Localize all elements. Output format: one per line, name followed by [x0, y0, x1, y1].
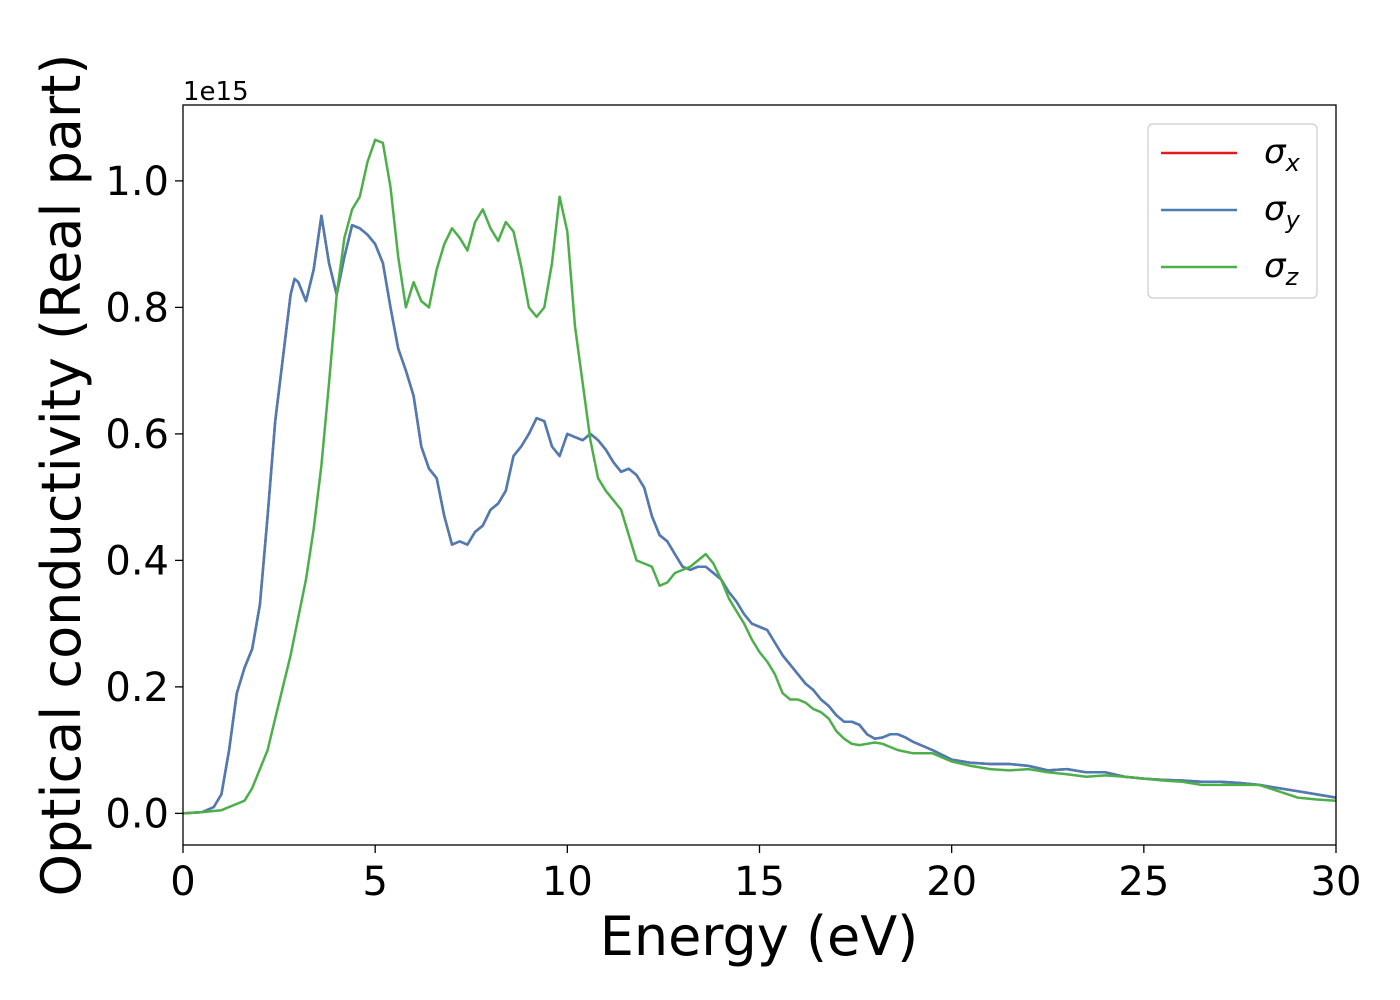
y-tick-label: 0.8: [105, 285, 169, 331]
y-axis-ticks: 0.0 0.2 0.4 0.6 0.8 1.0: [105, 159, 183, 837]
x-tick-label: 25: [1118, 859, 1169, 905]
x-tick-label: 10: [542, 859, 593, 905]
x-tick-label: 30: [1311, 859, 1362, 905]
series-layer: [182, 138, 1337, 815]
x-tick-label: 15: [734, 859, 785, 905]
x-tick-label: 20: [926, 859, 977, 905]
y-tick-label: 0.0: [105, 791, 169, 837]
y-tick-label: 1.0: [105, 159, 169, 205]
x-tick-label: 0: [170, 859, 195, 905]
series-line-z: [182, 138, 1337, 815]
x-axis-ticks: 0 5 10 15 20 25 30: [170, 845, 1361, 905]
y-tick-label: 0.6: [105, 412, 169, 458]
y-tick-label: 0.2: [105, 665, 169, 711]
x-axis-title: Energy (eV): [600, 905, 919, 968]
y-offset-label: 1e15: [183, 77, 249, 107]
y-tick-label: 0.4: [105, 538, 169, 584]
series-line-x: [182, 214, 1337, 815]
x-tick-label: 5: [362, 859, 387, 905]
y-axis-title: Optical conductivity (Real part): [30, 54, 93, 897]
series-line-y: [182, 214, 1337, 815]
